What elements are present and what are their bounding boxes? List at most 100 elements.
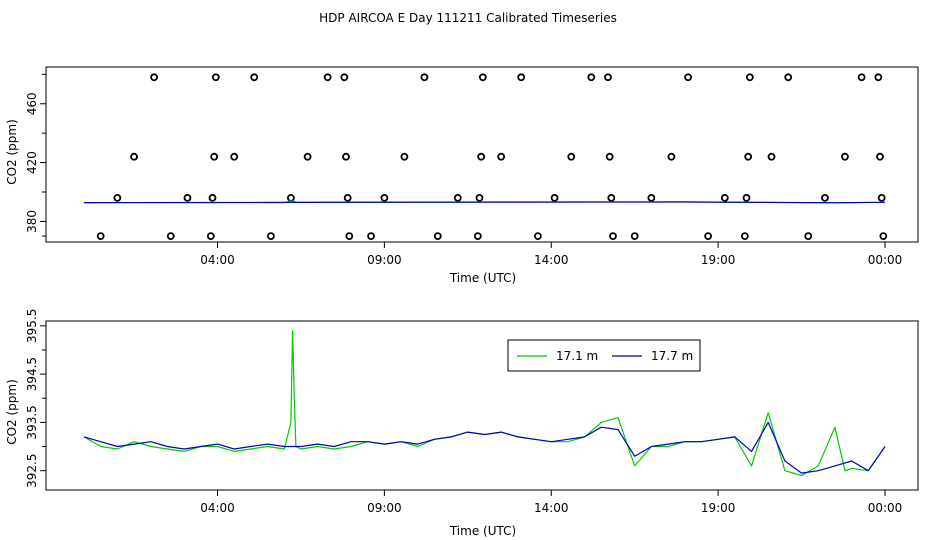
panel-top-lines <box>83 200 886 204</box>
calibration-point <box>517 73 526 82</box>
panel-bottom: 392.5 393.5 394.5 395.5 04:00 09:00 14:00 19:0… <box>5 309 919 538</box>
series-line-1 <box>83 330 886 477</box>
calibration-point <box>784 73 793 82</box>
y-tick-label: 392.5 <box>25 454 39 488</box>
calibration-point <box>704 232 713 241</box>
x-tick-label: 04:00 <box>200 253 235 267</box>
calibration-point <box>587 73 596 82</box>
calibration-point <box>343 193 352 202</box>
calibration-point <box>323 73 332 82</box>
calibration-point <box>208 193 217 202</box>
calibration-point <box>745 73 754 82</box>
calibration-point <box>303 152 312 161</box>
panel-top-y-label: CO2 (ppm) <box>5 119 19 185</box>
x-tick-label: 19:00 <box>701 501 736 515</box>
calibration-point <box>150 73 158 82</box>
calibration-point <box>211 73 220 82</box>
x-tick-label: 14:00 <box>534 501 569 515</box>
calibration-point <box>130 152 138 161</box>
panel-top: 380 420 460 04:00 09:00 14:00 19:00 00:00 Time… <box>5 66 919 285</box>
calibration-point <box>287 193 295 202</box>
calibration-point <box>534 232 542 241</box>
chart-title: HDP AIRCOA E Day 111211 Calibrated Times… <box>319 11 617 25</box>
calibration-point <box>740 232 749 241</box>
calibration-point <box>821 193 829 202</box>
calibration-point <box>567 152 576 161</box>
calibration-point <box>96 232 105 241</box>
panel-top-points <box>96 73 888 241</box>
calibration-point <box>841 152 849 161</box>
calibration-point <box>877 193 886 202</box>
legend-label-17-7: 17.7 m <box>651 349 693 363</box>
panel-bottom-x-ticks: 04:00 09:00 14:00 19:00 00:00 <box>200 490 902 515</box>
panel-bottom-lines <box>83 330 886 477</box>
calibration-point <box>647 193 656 202</box>
calibration-point <box>345 232 354 241</box>
x-tick-label: 09:00 <box>367 253 402 267</box>
calibration-point <box>266 232 275 241</box>
panel-top-x-label: Time (UTC) <box>449 271 516 285</box>
x-tick-label: 04:00 <box>200 501 235 515</box>
calibration-point <box>230 152 239 161</box>
calibration-point <box>742 193 751 202</box>
calibration-point <box>478 73 487 82</box>
calibration-point <box>340 73 349 82</box>
calibration-point <box>166 232 175 241</box>
y-tick-label: 460 <box>25 92 39 115</box>
legend-label-17-1: 17.1 m <box>556 349 598 363</box>
calibration-point <box>206 232 215 241</box>
calibration-point <box>879 232 888 241</box>
calibration-point <box>473 232 482 241</box>
y-tick-label: 394.5 <box>25 357 39 391</box>
y-tick-label: 420 <box>25 151 39 174</box>
calibration-point <box>667 152 676 161</box>
calibration-point <box>477 152 486 161</box>
panel-top-x-ticks: 04:00 09:00 14:00 19:00 00:00 <box>200 242 902 267</box>
calibration-point <box>605 152 614 161</box>
x-tick-label: 14:00 <box>534 253 569 267</box>
calibration-point <box>684 73 692 82</box>
calibration-point <box>767 152 776 161</box>
panel-bottom-x-label: Time (UTC) <box>449 524 516 538</box>
calibration-point <box>400 152 409 161</box>
calibration-point <box>342 152 350 161</box>
panel-bottom-y-label: CO2 (ppm) <box>5 379 19 445</box>
calibration-point <box>475 193 484 202</box>
x-tick-label: 00:00 <box>868 253 903 267</box>
series-line-2 <box>83 421 886 474</box>
calibration-point <box>604 73 612 82</box>
calibration-point <box>804 232 813 241</box>
panel-top-y-ticks: 380 420 460 <box>25 73 46 237</box>
calibration-point <box>720 193 729 202</box>
calibration-point <box>380 193 389 202</box>
calibration-point <box>874 73 883 82</box>
legend: 17.1 m 17.7 m <box>507 339 701 372</box>
panel-bottom-frame <box>45 320 919 491</box>
calibration-point <box>210 152 219 161</box>
y-tick-label: 395.5 <box>25 309 39 343</box>
calibration-point <box>744 152 753 161</box>
calibration-point <box>550 193 559 202</box>
calibration-point <box>420 73 429 82</box>
x-tick-label: 19:00 <box>701 253 736 267</box>
calibration-point <box>609 232 617 241</box>
calibration-point <box>607 193 616 202</box>
y-tick-label: 380 <box>25 210 39 233</box>
calibration-point <box>497 152 506 161</box>
panel-top-frame <box>45 66 919 243</box>
x-tick-label: 09:00 <box>367 501 402 515</box>
calibration-point <box>183 193 192 202</box>
calibration-point <box>453 193 462 202</box>
calibration-point <box>876 152 884 161</box>
calibration-point <box>113 193 122 202</box>
panel-bottom-y-ticks: 392.5 393.5 394.5 395.5 <box>25 309 46 488</box>
calibration-point <box>433 232 442 241</box>
x-tick-label: 00:00 <box>868 501 903 515</box>
calibration-point <box>367 232 375 241</box>
series-line-2 <box>83 201 886 204</box>
calibration-point <box>630 232 639 241</box>
y-tick-label: 393.5 <box>25 405 39 439</box>
calibration-point <box>857 73 866 82</box>
calibration-point <box>250 73 259 82</box>
